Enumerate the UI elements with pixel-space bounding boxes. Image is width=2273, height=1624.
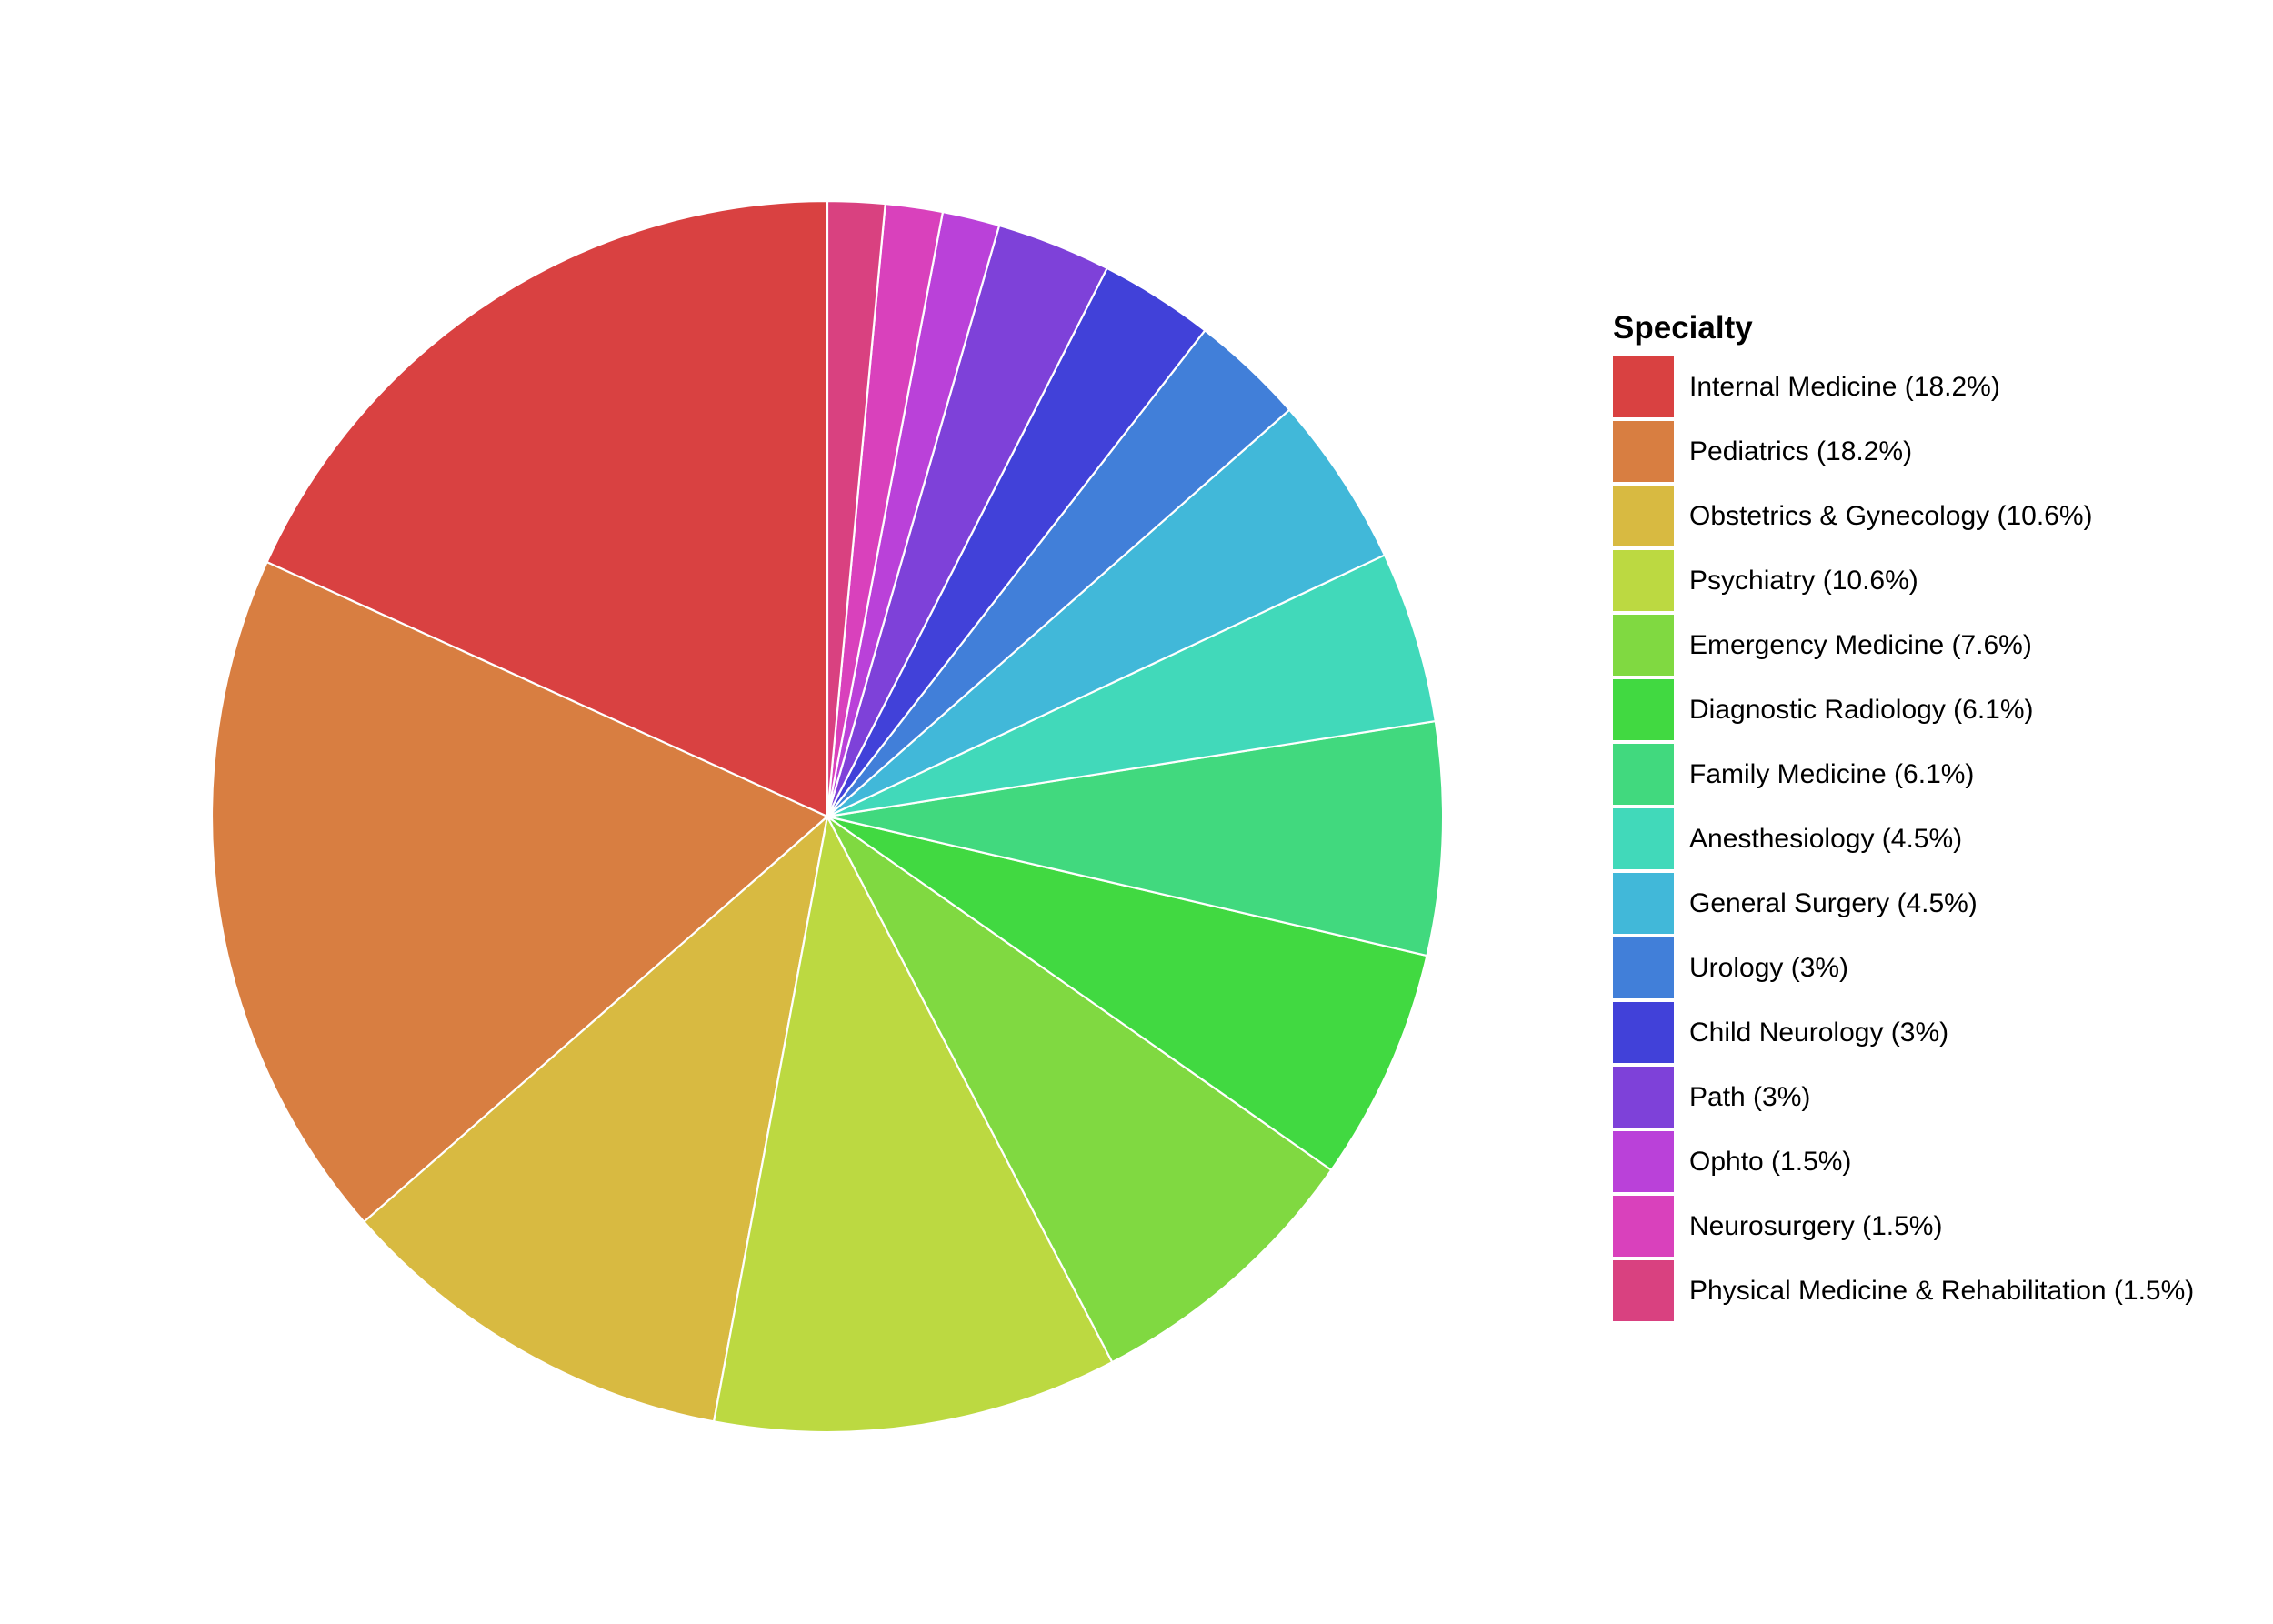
legend-item-anesthesiology: Anesthesiology (4.5%): [1613, 807, 2249, 871]
legend-swatch: [1613, 550, 1674, 611]
pie-slice-physical-medicine-and-rehabilitation: [826, 199, 886, 818]
legend-label: Physical Medicine & Rehabilitation (1.5%…: [1689, 1275, 2195, 1306]
legend-item-physical-medicine-and-rehabilitation: Physical Medicine & Rehabilitation (1.5%…: [1613, 1258, 2249, 1323]
legend-label: Child Neurology (3%): [1689, 1017, 1949, 1048]
legend-swatch: [1613, 486, 1674, 546]
legend: Specialty Internal Medicine (18.2%) Pedia…: [1613, 309, 2249, 1323]
legend-swatch: [1613, 1196, 1674, 1257]
legend-label: Urology (3%): [1689, 952, 1849, 983]
legend-label: Internal Medicine (18.2%): [1689, 371, 2000, 402]
legend-item-path: Path (3%): [1613, 1065, 2249, 1129]
pie-slice-pediatrics: [210, 561, 829, 1223]
legend-item-psychiatry: Psychiatry (10.6%): [1613, 548, 2249, 613]
legend-swatch: [1613, 1002, 1674, 1063]
legend-items: Internal Medicine (18.2%) Pediatrics (18.…: [1613, 355, 2249, 1323]
pie-slice-emergency-medicine: [826, 815, 1333, 1364]
legend-item-urology: Urology (3%): [1613, 936, 2249, 1000]
legend-label: Path (3%): [1689, 1081, 1811, 1112]
legend-label: Diagnostic Radiology (6.1%): [1689, 694, 2034, 725]
legend-swatch: [1613, 356, 1674, 417]
legend-swatch: [1613, 679, 1674, 740]
pie-slice-general-surgery: [826, 408, 1386, 818]
legend-swatch: [1613, 808, 1674, 869]
legend-item-ophto: Ophto (1.5%): [1613, 1129, 2249, 1194]
legend-label: General Surgery (4.5%): [1689, 887, 1978, 918]
legend-swatch: [1613, 744, 1674, 805]
legend-label: Psychiatry (10.6%): [1689, 565, 1918, 596]
legend-item-neurosurgery: Neurosurgery (1.5%): [1613, 1194, 2249, 1258]
legend-item-obstetrics-and-gynecology: Obstetrics & Gynecology (10.6%): [1613, 484, 2249, 548]
legend-label: Anesthesiology (4.5%): [1689, 823, 1963, 854]
legend-item-family-medicine: Family Medicine (6.1%): [1613, 742, 2249, 807]
legend-label: Family Medicine (6.1%): [1689, 758, 1975, 789]
legend-item-diagnostic-radiology: Diagnostic Radiology (6.1%): [1613, 677, 2249, 742]
legend-label: Pediatrics (18.2%): [1689, 436, 1913, 466]
legend-label: Neurosurgery (1.5%): [1689, 1210, 1943, 1241]
legend-item-pediatrics: Pediatrics (18.2%): [1613, 419, 2249, 484]
legend-swatch: [1613, 1260, 1674, 1321]
pie-slice-internal-medicine: [265, 199, 829, 818]
legend-swatch: [1613, 1131, 1674, 1192]
legend-swatch: [1613, 873, 1674, 934]
pie-slice-diagnostic-radiology: [826, 815, 1428, 1171]
pie-slice-psychiatry: [713, 815, 1114, 1434]
legend-swatch: [1613, 615, 1674, 676]
legend-item-internal-medicine: Internal Medicine (18.2%): [1613, 355, 2249, 419]
legend-label: Emergency Medicine (7.6%): [1689, 629, 2032, 660]
legend-item-emergency-medicine: Emergency Medicine (7.6%): [1613, 613, 2249, 677]
legend-item-child-neurology: Child Neurology (3%): [1613, 1000, 2249, 1065]
legend-label: Ophto (1.5%): [1689, 1146, 1852, 1177]
legend-item-general-surgery: General Surgery (4.5%): [1613, 871, 2249, 936]
legend-label: Obstetrics & Gynecology (10.6%): [1689, 500, 2093, 531]
pie-slice-anesthesiology: [826, 554, 1437, 818]
legend-title: Specialty: [1613, 310, 1753, 346]
legend-swatch: [1613, 1067, 1674, 1128]
pie-slice-obstetrics-and-gynecology: [363, 815, 829, 1423]
legend-swatch: [1613, 937, 1674, 998]
pie-slices: [210, 199, 1445, 1434]
pie-slice-family-medicine: [826, 719, 1445, 957]
legend-swatch: [1613, 421, 1674, 482]
